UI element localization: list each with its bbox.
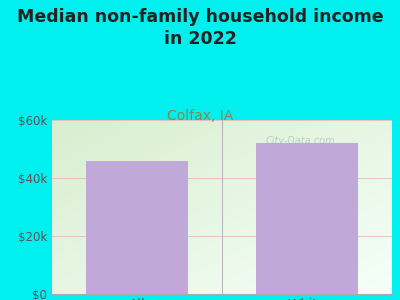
Bar [86,160,188,294]
Bar [256,143,358,294]
Text: City-Data.com: City-Data.com [265,136,335,146]
Text: Colfax, IA: Colfax, IA [167,110,233,124]
Text: Median non-family household income
in 2022: Median non-family household income in 20… [17,8,383,48]
